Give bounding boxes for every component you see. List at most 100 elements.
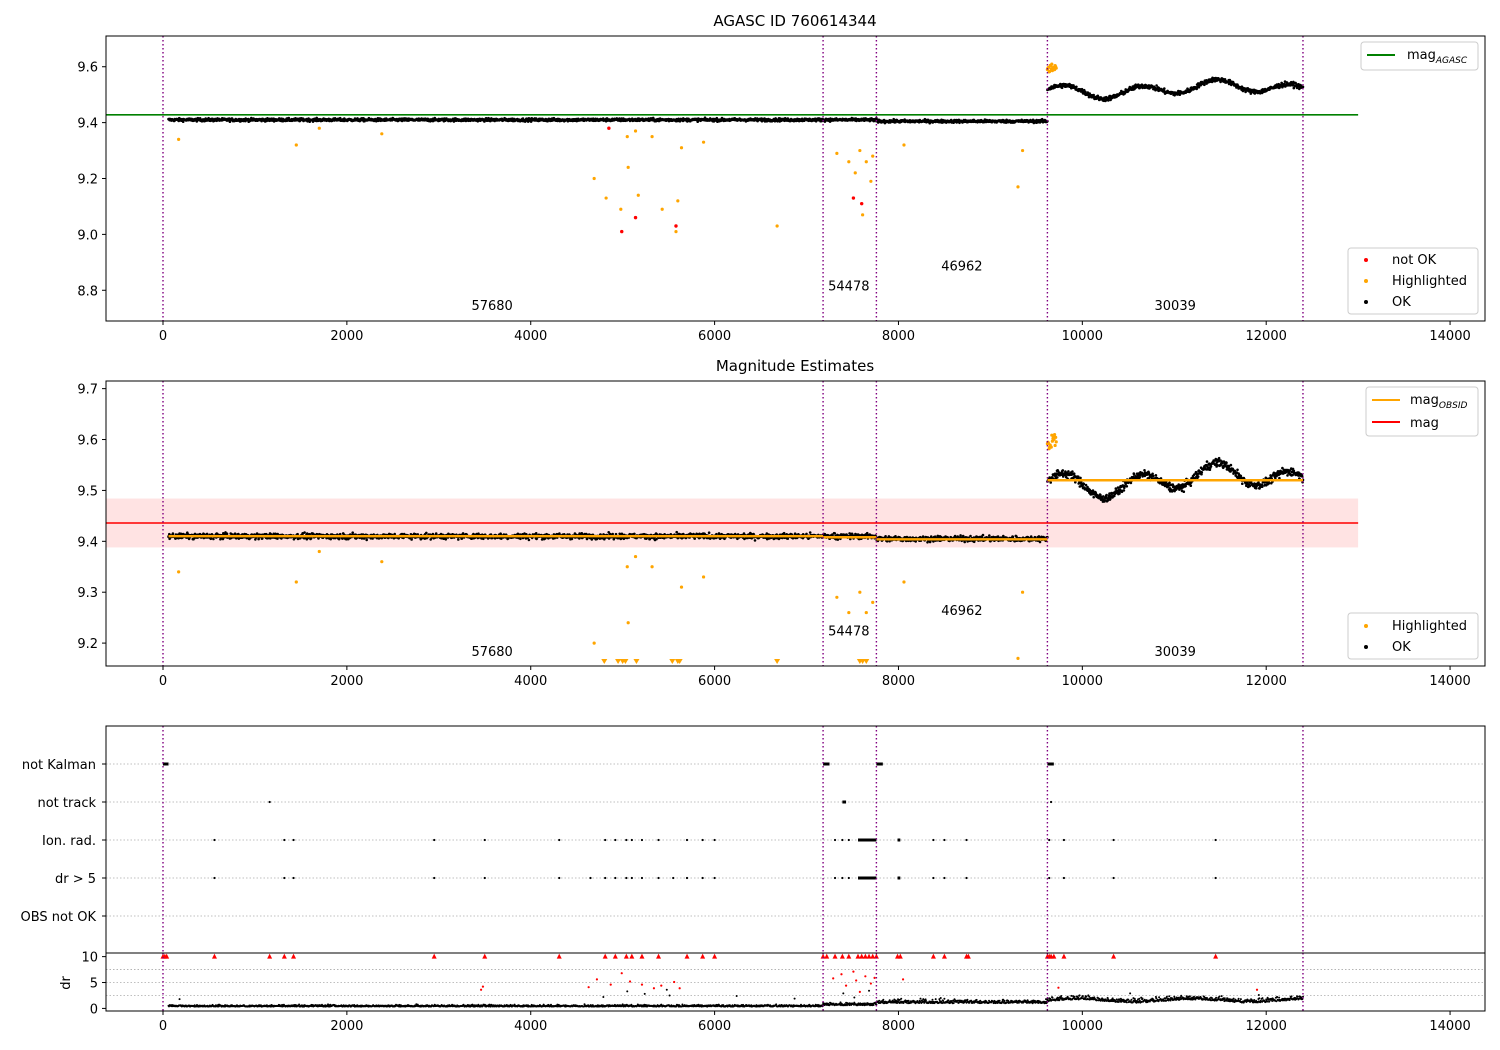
highlighted-point <box>636 193 640 197</box>
ok-point <box>1084 90 1087 94</box>
legend-marker-highlighted <box>1364 279 1368 283</box>
highlighted-point <box>1016 185 1020 189</box>
ok-point <box>351 531 355 534</box>
not-ok-point <box>851 196 856 200</box>
x-tick-label: 12000 <box>1246 329 1287 344</box>
ok-point <box>1075 85 1078 89</box>
highlighted-point <box>1050 62 1054 66</box>
y-tick-label: 9.6 <box>77 61 98 76</box>
highlighted-point <box>660 207 664 211</box>
not-ok-point <box>674 224 678 228</box>
obsid-count-label: 54478 <box>828 279 869 294</box>
ok-point <box>410 538 413 541</box>
ok-point <box>337 537 341 541</box>
ok-point <box>1107 99 1110 102</box>
obsid-count-label: 46962 <box>941 260 982 275</box>
ok-point <box>707 531 711 534</box>
highlighted-point <box>676 199 680 203</box>
ok-point <box>171 532 175 535</box>
ok-point <box>693 537 696 540</box>
highlighted-point <box>633 129 638 133</box>
highlighted-point <box>317 126 321 130</box>
highlighted-point <box>861 213 865 217</box>
x-tick-label: 4000 <box>514 329 547 344</box>
agasc-panel: AGASC ID 760614344 57680544784696230039 … <box>77 12 1486 344</box>
not-ok-point <box>607 126 611 130</box>
highlighted-point <box>1054 66 1058 70</box>
highlighted-point <box>871 154 875 158</box>
highlighted-point <box>625 134 629 139</box>
legend-mag-sub: AGASC <box>1435 56 1468 66</box>
x-tick-label: 6000 <box>698 329 731 344</box>
ok-point <box>527 538 531 542</box>
ok-point <box>233 532 237 535</box>
ok-point <box>590 538 594 541</box>
highlighted-point <box>619 207 623 211</box>
ok-point <box>457 538 460 541</box>
y-tick-label: 9.4 <box>77 117 98 132</box>
ok-point <box>444 538 448 541</box>
x-tick-label: 2000 <box>330 329 363 344</box>
ok-point <box>228 120 232 123</box>
highlighted-point <box>869 179 873 183</box>
magnitude-panel: Magnitude Estimates 57680544784696230039… <box>77 357 1486 689</box>
legend-label-not-ok: not OK <box>1392 253 1437 268</box>
y-tick-label: 8.8 <box>77 284 98 299</box>
legend-label-ok: OK <box>1392 295 1411 310</box>
highlighted-point <box>592 176 596 181</box>
highlighted-point <box>853 171 857 175</box>
ok-point <box>425 531 428 535</box>
highlighted-point <box>604 196 608 200</box>
ok-point <box>808 531 812 534</box>
highlighted-point <box>380 132 384 136</box>
agasc-legend-points: not OK Highlighted OK <box>1347 247 1479 315</box>
y-tick-label: 9.0 <box>77 228 98 243</box>
agasc-legend-line: magAGASC <box>1360 41 1479 71</box>
legend-marker-not-ok <box>1364 258 1368 262</box>
legend-marker-ok <box>1364 300 1368 304</box>
highlighted-point <box>902 143 906 147</box>
highlighted-point <box>835 151 839 155</box>
ok-point <box>753 539 757 542</box>
ok-point <box>655 537 658 541</box>
legend-mag-text: mag <box>1407 48 1436 63</box>
ok-point <box>777 537 781 541</box>
ok-point <box>212 537 215 541</box>
ok-point <box>633 532 636 536</box>
highlighted-point <box>650 134 654 139</box>
x-tick-label: 0 <box>159 329 167 344</box>
ok-point <box>805 532 808 536</box>
magnitude-panel-title: Magnitude Estimates <box>716 357 874 375</box>
highlighted-point <box>775 224 779 228</box>
y-tick-label: 9.2 <box>77 173 98 188</box>
ok-point <box>365 538 369 542</box>
ok-point <box>225 532 229 535</box>
highlighted-point <box>864 160 868 164</box>
x-tick-label: 8000 <box>882 329 915 344</box>
ok-point <box>611 532 614 536</box>
agasc-y-ticks: 8.8 9.0 9.2 9.4 9.6 <box>77 61 106 299</box>
highlighted-point <box>626 165 630 169</box>
obsid-count-label: 57680 <box>471 299 512 314</box>
x-tick-label: 14000 <box>1429 329 1470 344</box>
highlighted-point <box>847 160 851 164</box>
ok-point <box>519 537 522 541</box>
ok-point <box>1301 85 1305 89</box>
highlighted-point <box>679 146 684 150</box>
not-ok-point <box>620 229 624 234</box>
highlighted-point <box>177 137 181 141</box>
highlighted-point <box>294 143 298 147</box>
not-ok-point <box>633 215 638 220</box>
agasc-x-ticks: 0 2000 4000 6000 8000 10000 12000 14000 <box>159 321 1471 344</box>
ok-point <box>786 537 790 540</box>
x-tick-label: 10000 <box>1062 329 1103 344</box>
ok-point <box>1203 83 1206 87</box>
not-ok-point <box>859 201 864 206</box>
ok-point <box>534 532 538 535</box>
ok-point <box>261 537 264 540</box>
ok-point <box>1092 93 1095 97</box>
agasc-panel-title: AGASC ID 760614344 <box>713 12 876 30</box>
